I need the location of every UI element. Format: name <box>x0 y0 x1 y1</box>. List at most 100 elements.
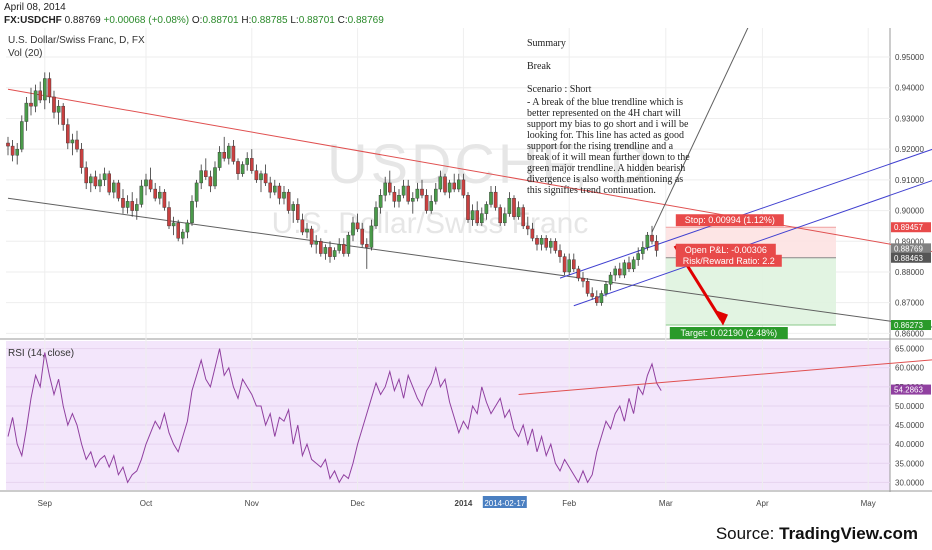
rr-label: Risk/Reward Ratio: 2.2 <box>683 256 775 266</box>
candle-body <box>93 176 98 187</box>
candle-body <box>47 78 52 98</box>
candle-body <box>447 182 452 193</box>
open-pl-label-bg <box>675 243 776 256</box>
candle-body <box>406 185 411 202</box>
candle-body <box>323 247 328 254</box>
candle-body <box>259 173 263 181</box>
time-tick-label: Apr <box>756 499 769 508</box>
candle-body <box>52 96 56 113</box>
price-change: +0.00068 (+0.08%) <box>103 15 190 26</box>
chart-background <box>0 28 932 492</box>
candle-body <box>576 268 581 279</box>
candle-body <box>56 105 61 113</box>
candle-body <box>503 213 507 224</box>
price-marker-bg <box>891 252 931 263</box>
low-value: 0.88701 <box>298 15 335 26</box>
source-prefix: Source: <box>715 524 780 543</box>
candle-body <box>452 182 457 190</box>
candle-body <box>300 219 305 233</box>
candle-body <box>84 167 88 184</box>
candle-body <box>249 158 254 171</box>
candle-body <box>75 139 79 150</box>
price-marker: 0.86273 <box>894 321 923 330</box>
open-label: O: <box>191 15 203 26</box>
candle-body <box>226 145 231 159</box>
candle-body <box>636 253 640 260</box>
price-tick-label: 0.89000 <box>895 237 924 246</box>
ohlc-readout: FX:USDCHF 0.88769 +0.00068 (+0.08%) O: 0.… <box>4 15 384 26</box>
price-tick-label: 0.92000 <box>895 145 924 154</box>
candle-body <box>273 185 277 193</box>
candle-body <box>535 238 539 245</box>
candle-body <box>641 247 645 254</box>
candle-body <box>342 244 346 254</box>
symbol-label[interactable]: FX:USDCHF <box>4 15 62 26</box>
stop-label: Stop: 0.00994 (1.12%) <box>685 215 775 225</box>
rsi-tick-label: 60.0000 <box>895 364 924 373</box>
channel-lower-line <box>573 180 932 307</box>
candle-body <box>111 182 116 193</box>
candle-body <box>176 222 181 239</box>
candle-body <box>10 145 15 156</box>
source-brand: TradingView.com <box>779 524 918 543</box>
candles <box>6 72 659 306</box>
candle-body <box>411 198 415 202</box>
time-tick-label: Dec <box>350 499 364 508</box>
candle-body <box>493 191 498 208</box>
candle-body <box>208 176 213 187</box>
date-marker-bg <box>482 496 527 508</box>
candle-body <box>157 191 162 199</box>
candle-body <box>240 164 245 174</box>
candle-body <box>654 241 659 251</box>
candle-body <box>631 259 636 270</box>
price-tick-label: 0.91000 <box>895 176 924 185</box>
candle-body <box>236 161 240 174</box>
candle-body <box>369 225 374 248</box>
time-tick-label: Nov <box>245 499 259 508</box>
candle-body <box>489 191 493 205</box>
candle-body <box>558 250 562 257</box>
candle-body <box>190 201 194 224</box>
price-marker: 0.88769 <box>894 244 923 253</box>
candle-body <box>613 268 617 276</box>
candle-body <box>282 191 286 199</box>
price-marker: 0.89457 <box>894 223 923 232</box>
candle-body <box>627 262 631 270</box>
candle-body <box>6 142 10 147</box>
candle-body <box>139 185 144 205</box>
close-value: 0.88769 <box>347 15 384 26</box>
candle-body <box>461 179 466 196</box>
candle-body <box>245 158 250 165</box>
candle-body <box>608 274 613 285</box>
close-label: C: <box>337 15 348 26</box>
candle-body <box>521 207 525 227</box>
candle-body <box>429 201 434 211</box>
candle-body <box>332 250 337 257</box>
low-label: L: <box>290 15 299 26</box>
rsi-tick-label: 65.0000 <box>895 345 924 354</box>
rsi-title: RSI (14, close) <box>8 348 74 359</box>
resistance-line <box>7 88 932 253</box>
price-tick-label: 0.95000 <box>895 53 924 62</box>
candle-body <box>507 198 512 214</box>
candle-body <box>599 293 604 303</box>
candle-body <box>392 191 397 202</box>
pane-title: U.S. Dollar/Swiss Franc, D, FX <box>8 35 145 46</box>
candle-body <box>553 241 558 251</box>
candle-body <box>171 222 176 227</box>
rsi-tick-label: 30.0000 <box>895 478 924 487</box>
price-chart[interactable]: USDCHF, D U.S. Dollar/Swiss Franc 0.9500… <box>0 28 932 516</box>
candle-body <box>217 152 222 168</box>
candle-body <box>526 225 530 230</box>
price-marker-bg <box>891 243 931 254</box>
candle-body <box>180 231 185 239</box>
watermark-name: U.S. Dollar/Swiss Franc <box>272 207 589 240</box>
price-marker-bg <box>891 320 931 331</box>
support-line <box>7 197 932 328</box>
candle-body <box>70 139 75 144</box>
time-tick-label: May <box>861 499 876 508</box>
candle-body <box>254 170 259 181</box>
candle-body <box>562 256 567 273</box>
candle-body <box>355 222 360 230</box>
rsi-pane <box>7 348 932 484</box>
